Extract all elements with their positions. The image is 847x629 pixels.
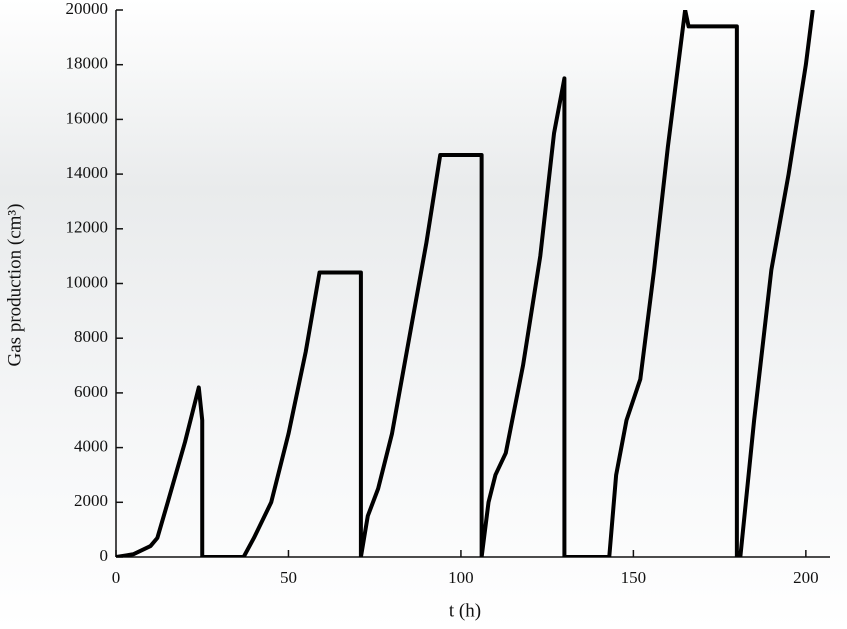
y-tick-label: 2000 <box>74 491 108 510</box>
y-axis-label: Gas production (cm³) <box>4 204 25 367</box>
y-tick-label: 18000 <box>66 54 109 73</box>
x-tick-label: 100 <box>448 568 474 587</box>
y-tick-label: 14000 <box>66 163 109 182</box>
y-tick-label: 20000 <box>66 0 109 18</box>
x-tick-label: 200 <box>793 568 819 587</box>
y-tick-label: 12000 <box>66 218 109 237</box>
x-axis-label: t (h) <box>449 600 481 621</box>
x-tick-label: 150 <box>621 568 647 587</box>
y-tick-label: 10000 <box>66 272 109 291</box>
data-line <box>116 10 815 557</box>
y-tick-label: 8000 <box>74 327 108 346</box>
y-tick-label: 16000 <box>66 108 109 127</box>
x-tick-label: 0 <box>112 568 121 587</box>
y-tick-label: 6000 <box>74 382 108 401</box>
x-tick-label: 50 <box>280 568 297 587</box>
y-tick-label: 0 <box>100 546 109 565</box>
y-tick-label: 4000 <box>74 437 108 456</box>
